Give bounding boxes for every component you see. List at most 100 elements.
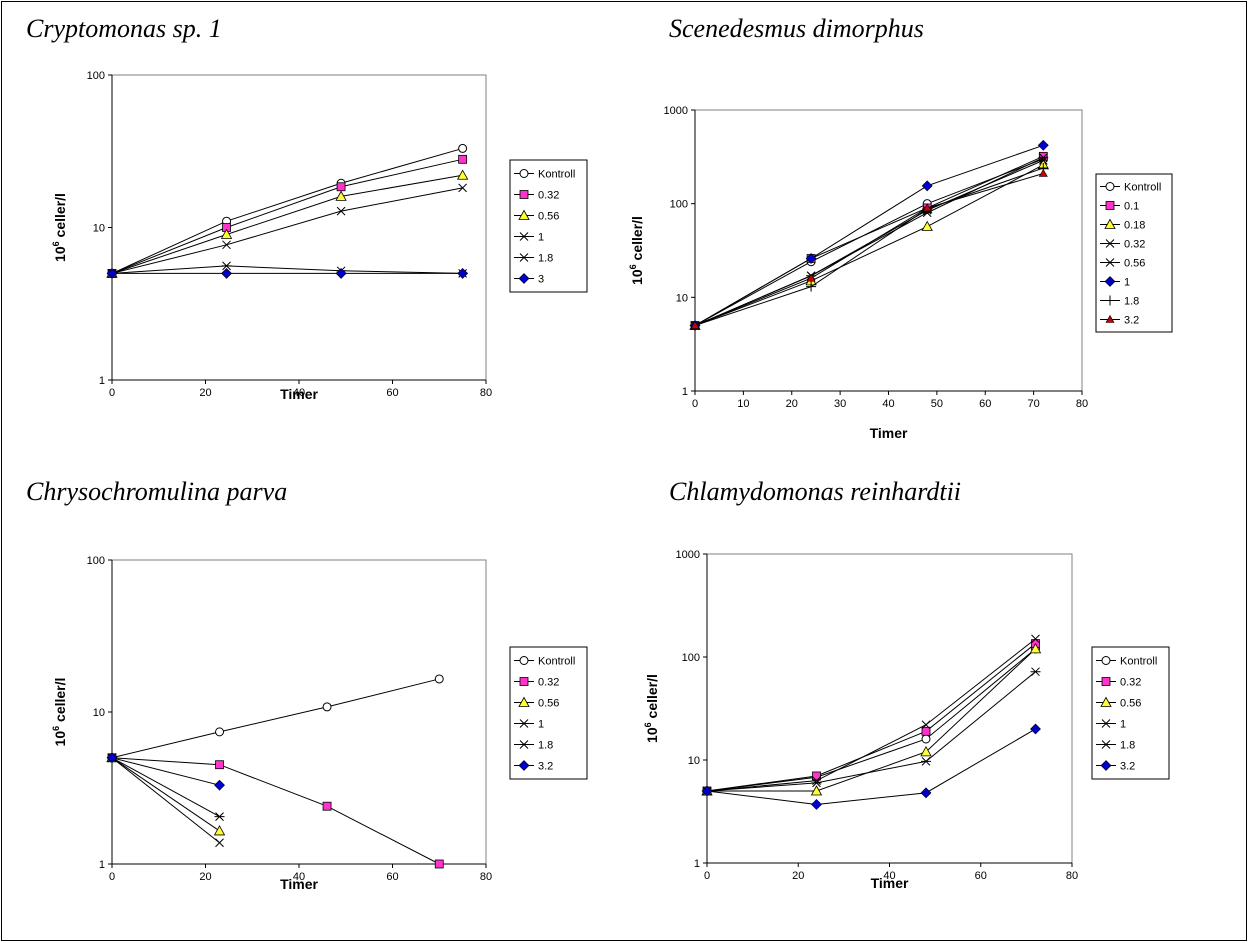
data-point [215, 760, 224, 770]
series-line [111, 265, 463, 274]
legend-item: 1.8 [1096, 740, 1135, 752]
legend-label: 1.8 [1120, 740, 1135, 752]
data-point [336, 206, 346, 216]
legend-item: 1 [1096, 719, 1126, 731]
data-point [322, 801, 332, 811]
legend-marker [519, 719, 529, 728]
x-tick-label: 20 [199, 387, 211, 399]
data-point [213, 825, 226, 836]
data-point [221, 267, 232, 279]
x-tick-label: 0 [692, 398, 698, 410]
y-tick-label: 10 [688, 755, 700, 767]
x-tick-label: 40 [293, 387, 305, 399]
data-point [922, 203, 932, 212]
data-point [1031, 634, 1040, 644]
legend-item: 0.56 [1096, 696, 1141, 710]
series-line [706, 728, 1036, 805]
legend-marker [519, 232, 529, 241]
data-point [214, 779, 225, 791]
legend-label: Kontroll [1124, 182, 1161, 194]
chart-scenedesmus: 1 10 100 1000 0 10 20 30 40 50 60 70 80 Timer 106 cell… [628, 105, 1173, 441]
data-point [921, 726, 931, 736]
x-tick-label: 80 [1076, 398, 1088, 410]
legend-marker [1100, 760, 1112, 771]
data-point [1037, 139, 1049, 151]
legend-label: Kontroll [538, 656, 575, 668]
x-axis-label: Timer [870, 425, 908, 441]
legend-marker [1105, 295, 1115, 306]
series-line [111, 757, 220, 844]
data-point [812, 771, 821, 781]
legend: Kontroll 0.32 0.56 1 1.8 3 [509, 159, 588, 293]
y-axis-label: 106 celler/l [643, 674, 660, 743]
x-tick-label: 70 [1028, 398, 1040, 410]
legend-item: 0.56 [1100, 258, 1145, 270]
x-tick-label: 20 [786, 398, 798, 410]
series-line [706, 671, 1036, 792]
legend-label: 3.2 [1120, 761, 1135, 773]
x-tick-label: 40 [883, 870, 895, 882]
data-point [920, 746, 932, 757]
y-axis-label: 106 celler/l [51, 193, 68, 262]
series-line [111, 147, 463, 274]
series-line [706, 643, 1036, 792]
data-point [1038, 168, 1048, 177]
series-line [694, 157, 1044, 326]
legend-item: 0.18 [1100, 218, 1145, 232]
legend-item: 1.8 [514, 740, 553, 752]
legend-marker [519, 169, 529, 178]
legend-item: 3.2 [514, 760, 553, 773]
legend-marker [518, 696, 530, 707]
legend-marker [1105, 314, 1115, 323]
legend-item: 1.8 [514, 253, 553, 265]
legend-marker [1101, 740, 1111, 749]
series-line [111, 158, 463, 274]
series-line [111, 757, 440, 865]
y-tick-label: 1 [99, 859, 105, 871]
legend-item: 1 [1100, 276, 1130, 289]
legend-marker [1104, 218, 1116, 229]
legend-marker [518, 273, 530, 284]
legend-label: 0.56 [1124, 258, 1145, 270]
legend-label: 3 [538, 274, 544, 286]
legend-label: 0.1 [1124, 201, 1139, 213]
data-point [335, 267, 347, 279]
x-tick-label: 20 [199, 871, 211, 883]
x-axis-label: Timer [280, 876, 318, 892]
data-point [810, 785, 823, 796]
chart-cryptomonas: 1 10 100 0 20 40 60 80 Timer 106 celler/l Kontroll… [51, 70, 588, 402]
data-point [434, 859, 444, 869]
data-point [921, 180, 933, 192]
series-line [706, 638, 1036, 792]
legend-item: 1.8 [1100, 295, 1139, 308]
data-point [458, 183, 467, 193]
x-tick-label: 80 [480, 871, 492, 883]
data-point [921, 757, 931, 766]
x-tick-label: 0 [704, 870, 710, 882]
legend-marker [519, 740, 529, 749]
legend-item: 0.32 [1096, 677, 1141, 689]
data-point [1030, 667, 1041, 677]
legend-item: Kontroll [514, 656, 575, 668]
legend-marker [1105, 182, 1115, 191]
y-tick-label: 10 [93, 707, 105, 719]
plot-area [706, 553, 1073, 864]
data-point [811, 778, 822, 788]
series-3 [106, 267, 469, 279]
data-point [458, 154, 468, 164]
y-tick-label: 100 [670, 199, 688, 211]
y-tick-label: 1 [694, 858, 700, 870]
series-line [111, 757, 220, 832]
legend-marker [1105, 201, 1115, 210]
data-point [806, 281, 817, 292]
legend-item: 3 [514, 273, 544, 286]
legend-marker [1104, 276, 1116, 287]
y-tick-label: 1000 [664, 105, 688, 117]
data-point [221, 261, 232, 271]
x-tick-label: 30 [834, 398, 846, 410]
legend-item: 0.1 [1100, 201, 1139, 213]
legend-label: 1 [538, 719, 544, 731]
data-point [811, 799, 822, 810]
